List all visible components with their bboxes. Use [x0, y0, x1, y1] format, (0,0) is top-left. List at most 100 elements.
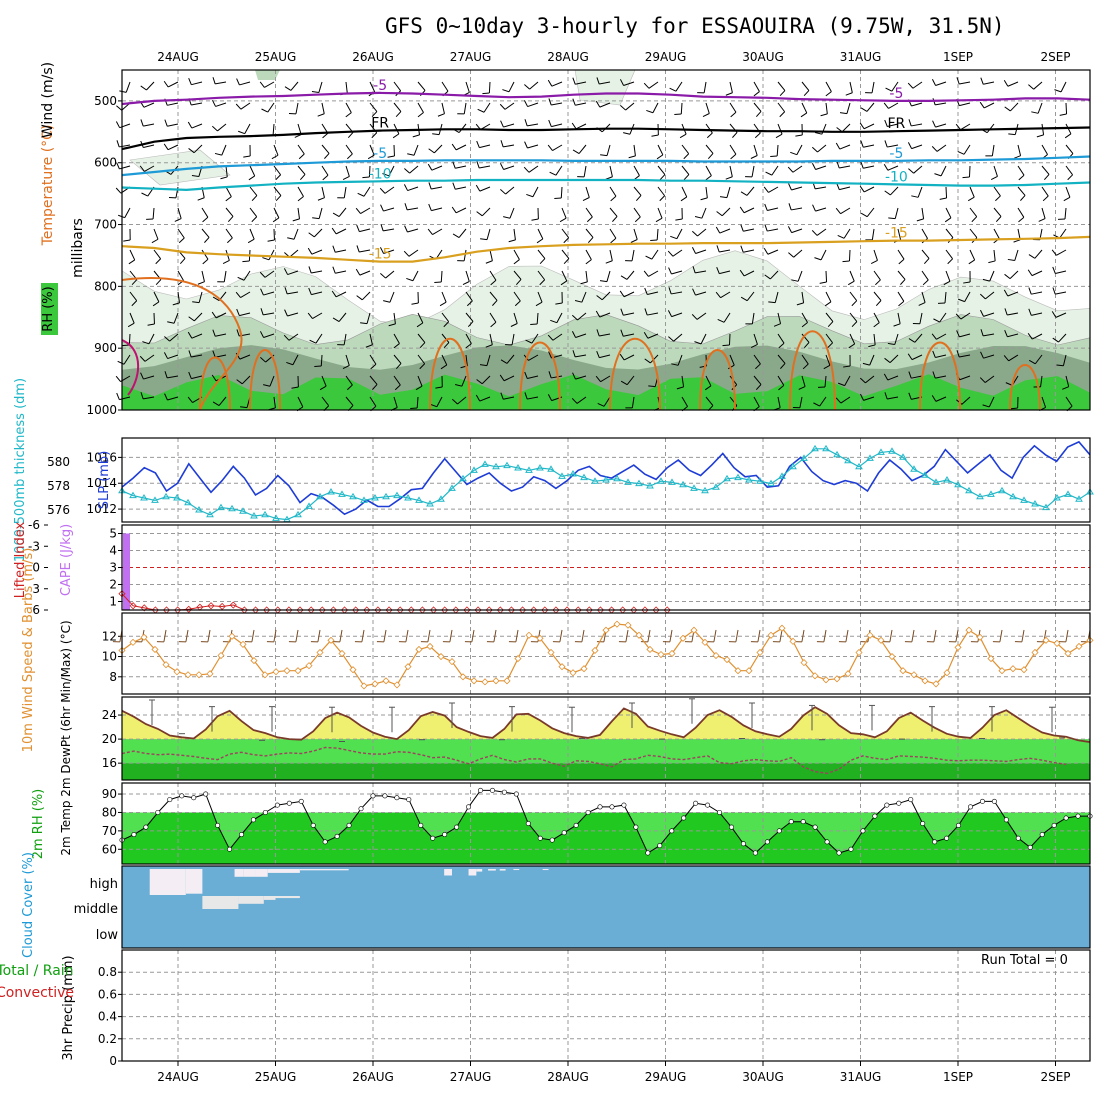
upper-wind-barb [960, 312, 971, 320]
upper-wind-barb [436, 396, 443, 407]
wind-barb-flag [548, 371, 552, 379]
wind-barb-flag [1008, 133, 1016, 136]
upper-wind-barb [297, 207, 301, 219]
panel-frame [121, 69, 1091, 411]
upper-wind-barb [393, 396, 398, 408]
wind-barb-flag [122, 344, 130, 347]
upper-wind-barb [1040, 375, 1043, 387]
wind-barb-flag [730, 111, 737, 118]
upper-wind-barb [297, 165, 306, 175]
upper-wind-barb [417, 81, 426, 91]
wind-barb-flag [465, 343, 472, 349]
upper-wind-barb [241, 375, 251, 385]
wind-tick-label: 8 [109, 670, 117, 684]
wind-speed-marker [965, 626, 973, 634]
precip-axis-label: 3hr Precip (mm) [61, 955, 76, 1060]
surface-wind-barb [273, 629, 277, 642]
upper-wind-barb [888, 102, 899, 109]
upper-wind-barb [1055, 270, 1067, 274]
wind-speed-marker [184, 671, 192, 679]
upper-wind-barb [345, 81, 348, 93]
temperature-contour-warm [609, 337, 661, 411]
precip-tick-label: 0.6 [98, 987, 117, 1001]
upper-wind-barb [273, 144, 279, 156]
rh-marker [717, 809, 723, 815]
upper-wind-barb [801, 81, 810, 91]
upper-wind-barb [455, 207, 467, 214]
wind-barb-flag [835, 142, 841, 150]
upper-wind-barb [441, 354, 448, 366]
wind-barb-flag [620, 105, 626, 111]
temp-tick-label: 16 [102, 756, 117, 770]
wind-barb-flag [596, 329, 600, 337]
slp-tick-label: 1016 [86, 450, 117, 464]
thickness-marker [316, 492, 324, 500]
wind-barb-flag [680, 196, 688, 202]
upper-wind-barb [959, 81, 971, 85]
wind-barb-flag [307, 312, 313, 319]
temperature-contour [121, 235, 1091, 263]
bottom-date-label: 1SEP [943, 1070, 973, 1084]
upper-wind-barb [225, 165, 228, 177]
upper-wind-barb [777, 81, 786, 91]
upper-wind-barb [177, 207, 182, 219]
upper-wind-barb [177, 291, 181, 303]
upper-wind-barb [871, 228, 875, 240]
rh-marker [1039, 832, 1045, 838]
upper-wind-barb [465, 270, 470, 282]
upper-wind-barb [125, 81, 131, 93]
wind-barb-flag [404, 168, 410, 174]
upper-wind-barb [921, 249, 930, 259]
wind-barb-flag [620, 380, 628, 386]
wind-barb-flag [164, 336, 170, 342]
rh-marker [657, 843, 663, 849]
upper-wind-barb [345, 165, 350, 177]
upper-wind-barb [792, 165, 803, 173]
top-date-label: 26AUG [352, 50, 394, 64]
cloud-high-block [476, 869, 483, 872]
wind-barb-flag [428, 182, 432, 190]
upper-wind-barb [991, 144, 995, 156]
surface-wind-barb [911, 629, 915, 642]
upper-wind-barb [609, 228, 617, 239]
wind-barb-flag [824, 301, 832, 307]
upper-wind-barb [505, 186, 515, 195]
upper-wind-barb [167, 396, 179, 401]
rh-shade-patch [129, 149, 231, 186]
upper-wind-barb [729, 165, 733, 177]
upper-wind-barb [551, 102, 563, 106]
wind-speed-marker [514, 654, 522, 663]
wind-barb-flag [131, 300, 138, 307]
wind-barb-flag [152, 301, 160, 307]
thickness-tick-label: 576 [47, 503, 70, 517]
wind-barb-flag [524, 371, 528, 379]
wind-barb-flag [787, 166, 794, 173]
upper-wind-barb [963, 144, 971, 155]
upper-wind-barb [911, 144, 923, 150]
wind-barb-flag [763, 247, 769, 255]
upper-wind-barb [897, 249, 905, 260]
upper-wind-barb [983, 312, 995, 317]
wind-barb-flag [547, 394, 553, 401]
precip-tick-label: 0.8 [98, 965, 117, 979]
wind-barb-flag [357, 192, 365, 197]
upper-wind-barb [791, 186, 803, 191]
wind-barb-flag [884, 140, 888, 148]
rh-marker [561, 830, 567, 836]
wind-barb-flag [982, 278, 990, 282]
upper-wind-barb [513, 228, 516, 240]
wind-speed-marker [382, 677, 390, 685]
wind-barb-flag [668, 336, 675, 342]
wind-barb-flag [667, 250, 674, 257]
wind-barb-flag [502, 89, 510, 93]
wind-barb-flag [934, 173, 942, 177]
upper-wind-barb [839, 186, 851, 191]
wind-speed-marker [195, 671, 203, 679]
wind-barb-flag [202, 258, 209, 265]
wind-barb-flag [346, 153, 353, 160]
wind-speed-marker [129, 638, 137, 646]
rh-tick-label: 70 [102, 824, 117, 838]
wind-barb-flag [452, 233, 460, 238]
upper-wind-barb [914, 333, 923, 343]
upper-wind-barb [311, 291, 323, 296]
